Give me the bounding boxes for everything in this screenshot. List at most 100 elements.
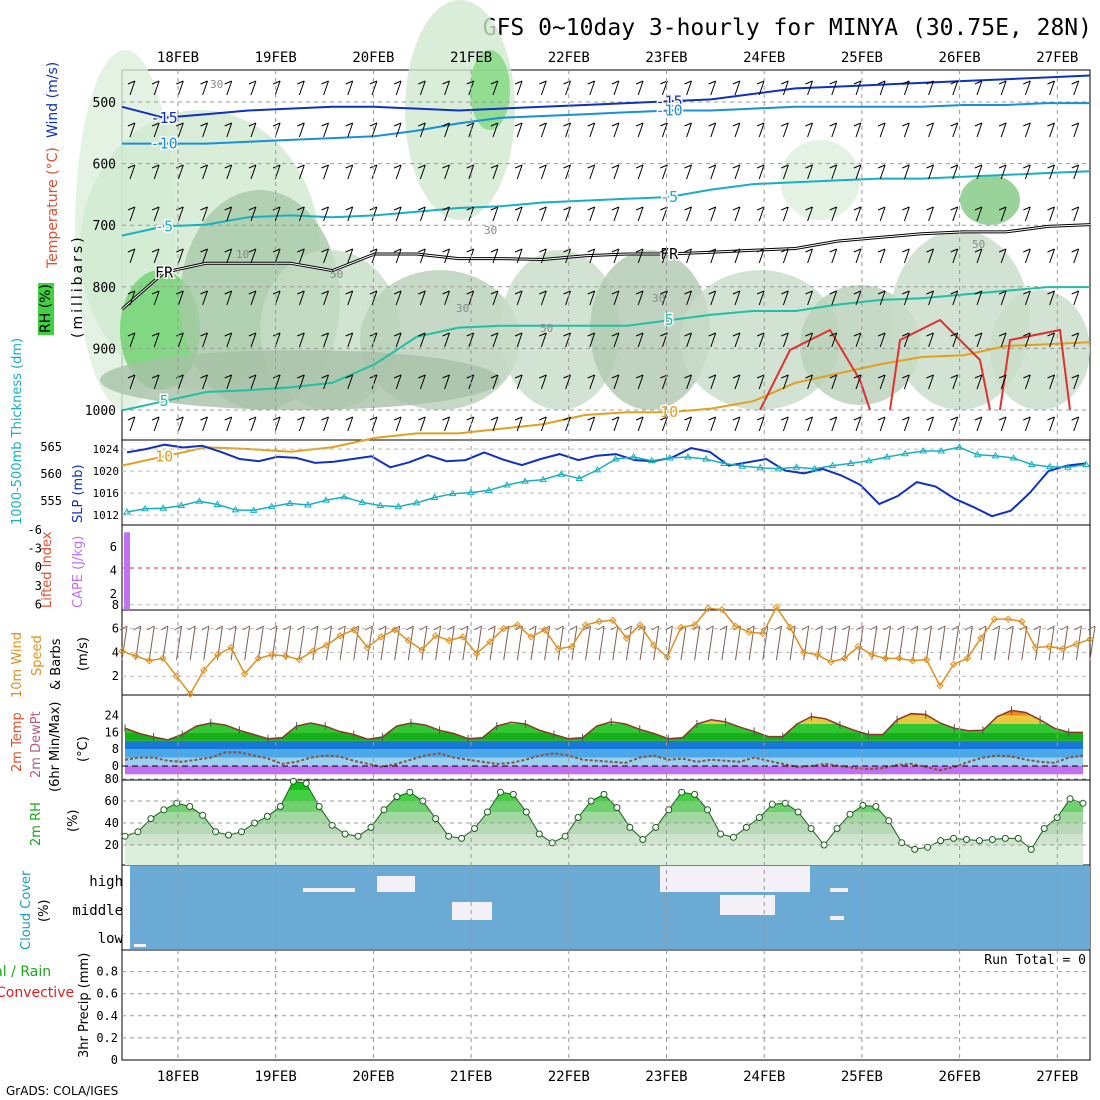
wind-barb (371, 122, 378, 138)
wind-barb-flag (781, 248, 789, 253)
wind-barb-flag (442, 248, 450, 253)
wind-barb (782, 122, 789, 138)
wind-barb (613, 416, 620, 432)
surface-wind-barb-flag (228, 625, 237, 631)
wind-barb (879, 374, 886, 390)
wind-speed-marker (745, 628, 753, 636)
wind-barb (298, 332, 305, 348)
li-tick-label: 6 (35, 597, 42, 611)
wind-barb-flag (926, 332, 934, 337)
wind-barb (298, 416, 305, 432)
thickness-marker (448, 489, 457, 497)
wind-speed-marker (472, 649, 481, 658)
wind-barb-flag (490, 80, 499, 85)
wind-barb-flag (297, 416, 305, 421)
wind-speed-marker (881, 654, 890, 663)
wind-barb-flag (200, 248, 208, 253)
wind-barb (395, 332, 402, 348)
wind-speed-marker (622, 634, 631, 642)
wind-barb-flag (490, 164, 499, 169)
wind-barb-flag (539, 374, 547, 379)
wind-barb-flag (998, 122, 1007, 127)
cloud-panel (130, 866, 1090, 949)
wind-barb-flag (248, 248, 257, 253)
wind-barb-flag (998, 332, 1007, 337)
wind-barb (710, 80, 717, 96)
temp-tick-label: 16 (105, 725, 119, 739)
surface-wind-barb (966, 625, 973, 661)
wind-barb (347, 122, 354, 138)
wind-barb-flag (877, 374, 886, 379)
wind-barb-flag (151, 332, 160, 337)
wind-barb (516, 206, 523, 222)
wind-barb (516, 248, 523, 264)
surface-wind-barb-flag (910, 625, 919, 631)
surface-wind-barb (148, 625, 155, 661)
wind-barb-flag (902, 122, 910, 127)
surface-wind-barb-flag (433, 625, 441, 631)
wind10m-unit: (m/s) (76, 637, 91, 671)
surface-wind-barb-flag (215, 625, 223, 631)
precip-tick-label: 0.8 (96, 965, 118, 979)
wind-barb (855, 248, 862, 264)
wind-barb-flag (902, 248, 910, 253)
surface-wind-barb (735, 625, 742, 661)
wind-barb-flag (345, 164, 353, 169)
wind-barb-flag (902, 206, 910, 211)
wind-speed-marker (949, 660, 958, 669)
rh-marker (768, 800, 776, 808)
wind-barb (686, 206, 692, 222)
slp-tick-label: 1016 (93, 487, 120, 500)
surface-wind-barb (953, 625, 960, 661)
surface-wind-barb-flag (896, 625, 905, 631)
cloud-patch (660, 866, 810, 892)
wind-barb (661, 122, 668, 138)
surface-wind-barb-flag (474, 625, 482, 631)
wind-barb (444, 164, 450, 180)
rh-shading (590, 250, 710, 410)
thickness-marker (141, 504, 149, 512)
wind-speed-marker (977, 634, 985, 642)
rh-marker (548, 839, 556, 847)
wind-barb (589, 290, 596, 306)
wind-speed-marker (309, 647, 317, 655)
surface-wind-barb-flag (269, 625, 278, 631)
rh2m-unit: (%) (66, 810, 81, 833)
wind-barb-flag (321, 206, 329, 211)
wind-barb (492, 164, 499, 180)
wind-barb-flag (442, 80, 450, 85)
wind-barb-flag (1047, 290, 1055, 295)
wind-speed-marker (1059, 645, 1067, 653)
wind-speed-marker (336, 632, 344, 640)
temp-band (125, 766, 1083, 775)
temp-band (125, 724, 1083, 733)
surface-wind-barb (353, 625, 360, 661)
wind-barb (1073, 248, 1080, 264)
wind-barb (928, 248, 934, 264)
wind-barb (516, 164, 523, 180)
wind-barb (202, 206, 208, 222)
wind-barb-flag (514, 248, 523, 253)
wind-barb (1024, 80, 1031, 96)
wind-barb-flag (998, 416, 1007, 421)
wind-barb (1049, 122, 1055, 138)
wind-barb (661, 248, 668, 264)
contour-label: -10 (151, 135, 178, 153)
wind-speed-marker (704, 604, 712, 613)
rh2m-labels: 2m RH (%) (29, 802, 81, 846)
rh-marker (393, 793, 401, 801)
wind-barb-flag (805, 332, 813, 337)
wind-barb-flag (1071, 332, 1079, 337)
contour-line (121, 74, 1091, 119)
contour-label: -15 (151, 109, 178, 127)
wind-barb-flag (684, 122, 692, 127)
wind-barb-flag (224, 332, 232, 337)
surface-wind-barb-flag (596, 625, 605, 631)
rh-marker (199, 811, 207, 819)
contour-label: 10 (155, 447, 173, 465)
wind-barb-flag (176, 206, 184, 211)
wind-barb (879, 164, 886, 180)
contour-line (121, 286, 1090, 412)
wind10m-speed-label: Speed (30, 635, 45, 676)
rh-marker (302, 779, 310, 787)
